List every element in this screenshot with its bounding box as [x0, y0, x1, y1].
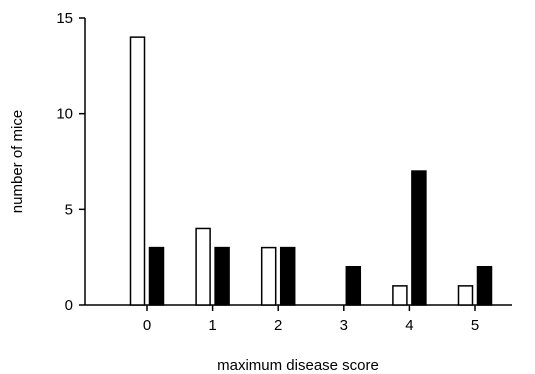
bar-series-2-cat-3 [345, 265, 362, 306]
x-tick-label: 3 [340, 317, 348, 334]
y-ticks: 0 5 10 15 [56, 10, 85, 314]
x-axis-title: maximum disease score [217, 357, 379, 374]
x-tick-label: 2 [274, 317, 282, 334]
y-tick-label: 15 [56, 10, 73, 27]
bar-series-1-cat-4 [392, 285, 408, 306]
bars [129, 36, 493, 306]
bar-series-1-cat-0 [129, 36, 146, 306]
bar-series-2-cat-2 [279, 246, 296, 306]
bar-series-2-cat-0 [148, 246, 165, 306]
x-tick-label: 5 [471, 317, 479, 334]
bar-series-2-cat-1 [214, 246, 230, 306]
bar-series-1-cat-5 [457, 285, 474, 306]
y-axis-title: number of mice [9, 110, 26, 213]
y-tick-label: 5 [65, 201, 73, 218]
x-ticks: 0 1 2 3 4 5 [143, 305, 479, 334]
x-tick-label: 1 [208, 317, 216, 334]
bar-series-1-cat-2 [260, 246, 277, 306]
bar-series-1-cat-1 [195, 227, 211, 306]
x-tick-label: 0 [143, 317, 151, 334]
y-tick-label: 10 [56, 106, 73, 123]
bar-series-2-cat-5 [476, 265, 493, 306]
bar-series-2-cat-4 [411, 170, 427, 306]
x-tick-label: 4 [405, 317, 413, 334]
y-tick-label: 0 [65, 297, 73, 314]
